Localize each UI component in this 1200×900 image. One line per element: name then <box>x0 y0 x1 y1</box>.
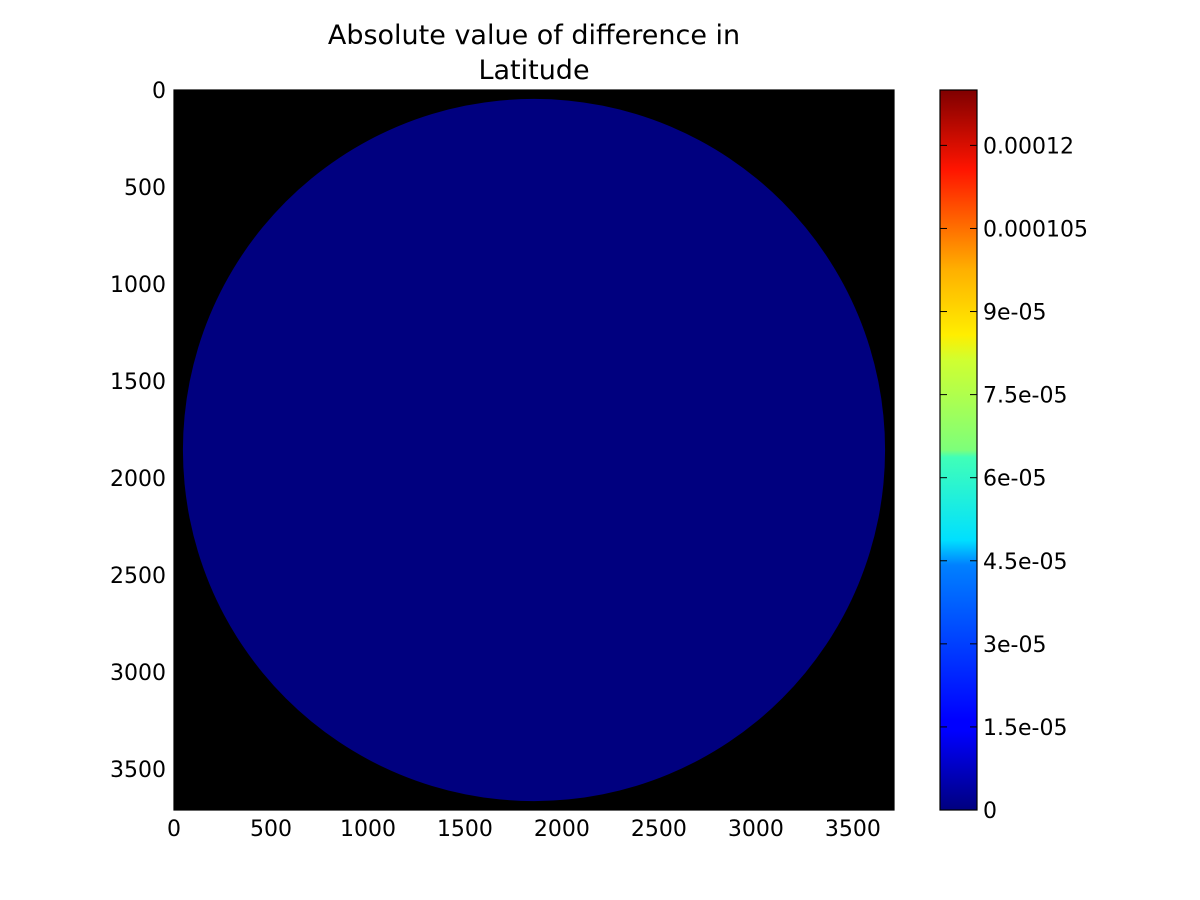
colorbar-tick-label: 9e-05 <box>983 301 1046 326</box>
chart-title: Absolute value of difference in Latitude <box>328 20 740 86</box>
colorbar-tick-label: 1.5e-05 <box>983 716 1067 741</box>
y-tick-label: 3000 <box>110 661 166 686</box>
y-tick-label: 2500 <box>110 564 166 589</box>
x-tick-label: 3000 <box>728 817 784 842</box>
colorbar-ticks: 0 1.5e-05 3e-05 4.5e-05 6e-05 7.5e-05 9e-05 0.0… <box>940 134 1088 824</box>
y-tick-label: 3500 <box>110 758 166 783</box>
colorbar-gradient <box>940 90 977 810</box>
y-tick-label: 500 <box>124 176 166 201</box>
chart-title-line-1: Absolute value of difference in <box>328 20 740 51</box>
colorbar-tick-label: 7.5e-05 <box>983 384 1067 409</box>
x-tick-label: 2500 <box>631 817 687 842</box>
colorbar-tick-label: 4.5e-05 <box>983 550 1067 575</box>
colorbar-tick-label: 0 <box>983 799 997 824</box>
y-tick-label: 1500 <box>110 370 166 395</box>
x-tick-label: 2000 <box>534 817 590 842</box>
colorbar-tick-label: 0.000105 <box>983 217 1088 242</box>
x-tick-label: 500 <box>250 817 292 842</box>
x-tick-label: 1500 <box>437 817 493 842</box>
x-tick-label: 1000 <box>340 817 396 842</box>
colorbar: 0 1.5e-05 3e-05 4.5e-05 6e-05 7.5e-05 9e-05 0.0… <box>939 89 1088 824</box>
image-disk-region <box>182 98 886 802</box>
x-tick-label: 3500 <box>825 817 881 842</box>
colorbar-tick-label: 6e-05 <box>983 467 1046 492</box>
chart-title-line-2: Latitude <box>478 55 589 86</box>
y-tick-label: 1000 <box>110 273 166 298</box>
x-axis: 0 500 1000 1500 2000 2500 3000 3500 <box>167 90 881 842</box>
plot-frame <box>173 89 895 811</box>
plot-area <box>173 89 895 811</box>
y-tick-label: 2000 <box>110 467 166 492</box>
colorbar-tick-label: 3e-05 <box>983 633 1046 658</box>
y-axis: 0 500 1000 1500 2000 2500 3000 3500 <box>110 79 894 783</box>
colorbar-tick-label: 0.00012 <box>983 134 1074 159</box>
x-tick-label: 0 <box>167 817 181 842</box>
y-tick-label: 0 <box>152 79 166 104</box>
colorbar-frame <box>939 89 978 811</box>
